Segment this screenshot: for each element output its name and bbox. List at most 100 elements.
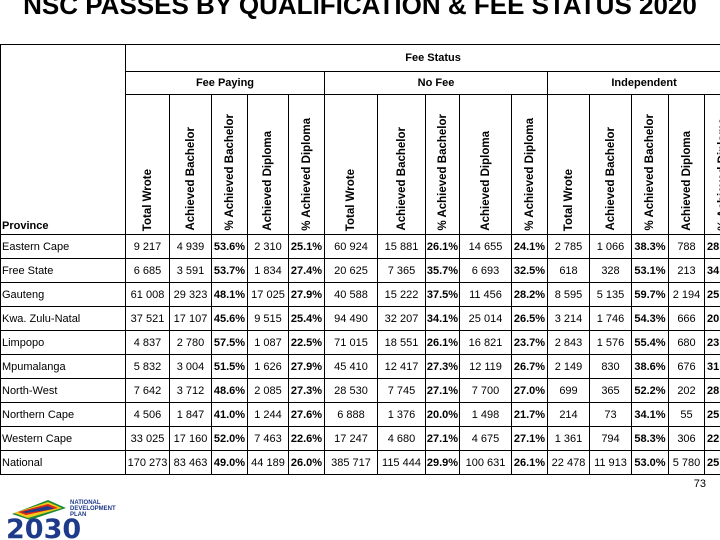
value-cell: 20 625 [324, 258, 378, 283]
percent-cell: 25.1% [288, 234, 325, 259]
value-cell: 3 591 [169, 258, 212, 283]
group-fee-paying: Fee Paying [125, 71, 325, 95]
value-cell: 5 135 [589, 282, 632, 307]
percent-cell: 26.0% [288, 450, 325, 475]
value-cell: 2 149 [547, 354, 590, 379]
percent-cell: 27.0% [511, 378, 548, 403]
value-cell: 2 780 [169, 330, 212, 355]
flag-swoosh-icon [12, 500, 66, 520]
percent-cell: 25.7% [703, 450, 720, 475]
percent-cell: 35.7% [425, 258, 460, 283]
percent-cell: 25.7% [703, 402, 720, 427]
value-cell: 7 700 [459, 378, 512, 403]
percent-cell: 23.9% [703, 330, 720, 355]
province-header: Province [0, 44, 126, 235]
column-header-label: Achieved Bachelor [604, 127, 617, 231]
results-table: Province Fee Status Fee Paying No Fee In… [0, 44, 720, 475]
table-row: National 170 273 83 463 49.0% 44 189 26.0% 385… [0, 450, 720, 475]
percent-cell: 26.1% [425, 234, 460, 259]
province-cell: Gauteng [0, 282, 126, 307]
column-header: % Achieved Bachelor [425, 94, 460, 235]
value-cell: 5 780 [668, 450, 705, 475]
value-cell: 83 463 [169, 450, 212, 475]
percent-cell: 54.3% [631, 306, 669, 331]
province-cell: National [0, 450, 126, 475]
value-cell: 115 444 [377, 450, 426, 475]
value-cell: 7 642 [125, 378, 170, 403]
percent-cell: 21.7% [511, 402, 548, 427]
value-cell: 33 025 [125, 426, 170, 451]
value-cell: 7 463 [247, 426, 289, 451]
column-header: Achieved Diploma [668, 94, 705, 235]
percent-cell: 26.1% [511, 450, 548, 475]
column-header: % Achieved Diploma [511, 94, 548, 235]
logo-line3: PLAN [70, 512, 86, 518]
value-cell: 4 939 [169, 234, 212, 259]
province-cell: North-West [0, 378, 126, 403]
value-cell: 22 478 [547, 450, 590, 475]
column-header: % Achieved Bachelor [631, 94, 669, 235]
column-header-label: Total Wrote [562, 168, 575, 231]
value-cell: 618 [547, 258, 590, 283]
table-row: Eastern Cape 9 217 4 939 53.6% 2 310 25.1% 60 … [0, 234, 720, 259]
value-cell: 1 626 [247, 354, 289, 379]
value-cell: 9 515 [247, 306, 289, 331]
value-cell: 8 595 [547, 282, 590, 307]
column-header-label: % Achieved Bachelor [644, 114, 656, 231]
percent-cell: 27.1% [511, 426, 548, 451]
value-cell: 15 222 [377, 282, 426, 307]
value-cell: 306 [668, 426, 705, 451]
percent-cell: 48.6% [211, 378, 248, 403]
value-cell: 17 025 [247, 282, 289, 307]
value-cell: 94 490 [324, 306, 378, 331]
column-header: Total Wrote [324, 94, 378, 235]
value-cell: 7 745 [377, 378, 426, 403]
value-cell: 4 680 [377, 426, 426, 451]
percent-cell: 45.6% [211, 306, 248, 331]
column-header: Achieved Diploma [247, 94, 289, 235]
value-cell: 7 365 [377, 258, 426, 283]
percent-cell: 53.1% [631, 258, 669, 283]
value-cell: 1 847 [169, 402, 212, 427]
value-cell: 2 785 [547, 234, 590, 259]
percent-cell: 34.5% [703, 258, 720, 283]
column-header: % Achieved Diploma [703, 94, 720, 235]
value-cell: 14 655 [459, 234, 512, 259]
percent-cell: 26.5% [511, 306, 548, 331]
percent-cell: 27.6% [288, 402, 325, 427]
table-row: Western Cape 33 025 17 160 52.0% 7 463 22.6% 1… [0, 426, 720, 451]
logo-year: 2030 [6, 514, 81, 540]
fee-status-header: Fee Status [124, 44, 720, 72]
value-cell: 6 693 [459, 258, 512, 283]
percent-cell: 52.2% [631, 378, 669, 403]
value-cell: 12 119 [459, 354, 512, 379]
province-cell: Western Cape [0, 426, 126, 451]
table-row: Northern Cape 4 506 1 847 41.0% 1 244 27.6% 6 … [0, 402, 720, 427]
value-cell: 2 310 [247, 234, 289, 259]
value-cell: 2 194 [668, 282, 705, 307]
page-number: 73 [693, 478, 706, 490]
value-cell: 4 675 [459, 426, 512, 451]
column-header-label: % Achieved Bachelor [223, 114, 236, 231]
percent-cell: 37.5% [425, 282, 460, 307]
column-header-label: Achieved Diploma [680, 131, 693, 231]
column-header: % Achieved Diploma [288, 94, 325, 235]
value-cell: 365 [589, 378, 632, 403]
province-cell: Eastern Cape [0, 234, 126, 259]
value-cell: 3 712 [169, 378, 212, 403]
value-cell: 213 [668, 258, 705, 283]
table-row: Gauteng 61 008 29 323 48.1% 17 025 27.9% 40 58… [0, 282, 720, 307]
column-header-label: Total Wrote [345, 168, 357, 231]
value-cell: 12 417 [377, 354, 426, 379]
group-no-fee: No Fee [324, 71, 548, 95]
province-cell: Free State [0, 258, 126, 283]
table-row: Kwa. Zulu-Natal 37 521 17 107 45.6% 9 515 25.… [0, 306, 720, 331]
percent-cell: 53.0% [631, 450, 669, 475]
column-header-label: Achieved Diploma [262, 131, 274, 231]
value-cell: 16 821 [459, 330, 512, 355]
value-cell: 1 087 [247, 330, 289, 355]
value-cell: 1 834 [247, 258, 289, 283]
ndp-2030-logo: NATIONAL DEVELOPMENT PLAN 2030 [6, 500, 116, 540]
percent-cell: 31.5% [703, 354, 720, 379]
value-cell: 3 004 [169, 354, 212, 379]
